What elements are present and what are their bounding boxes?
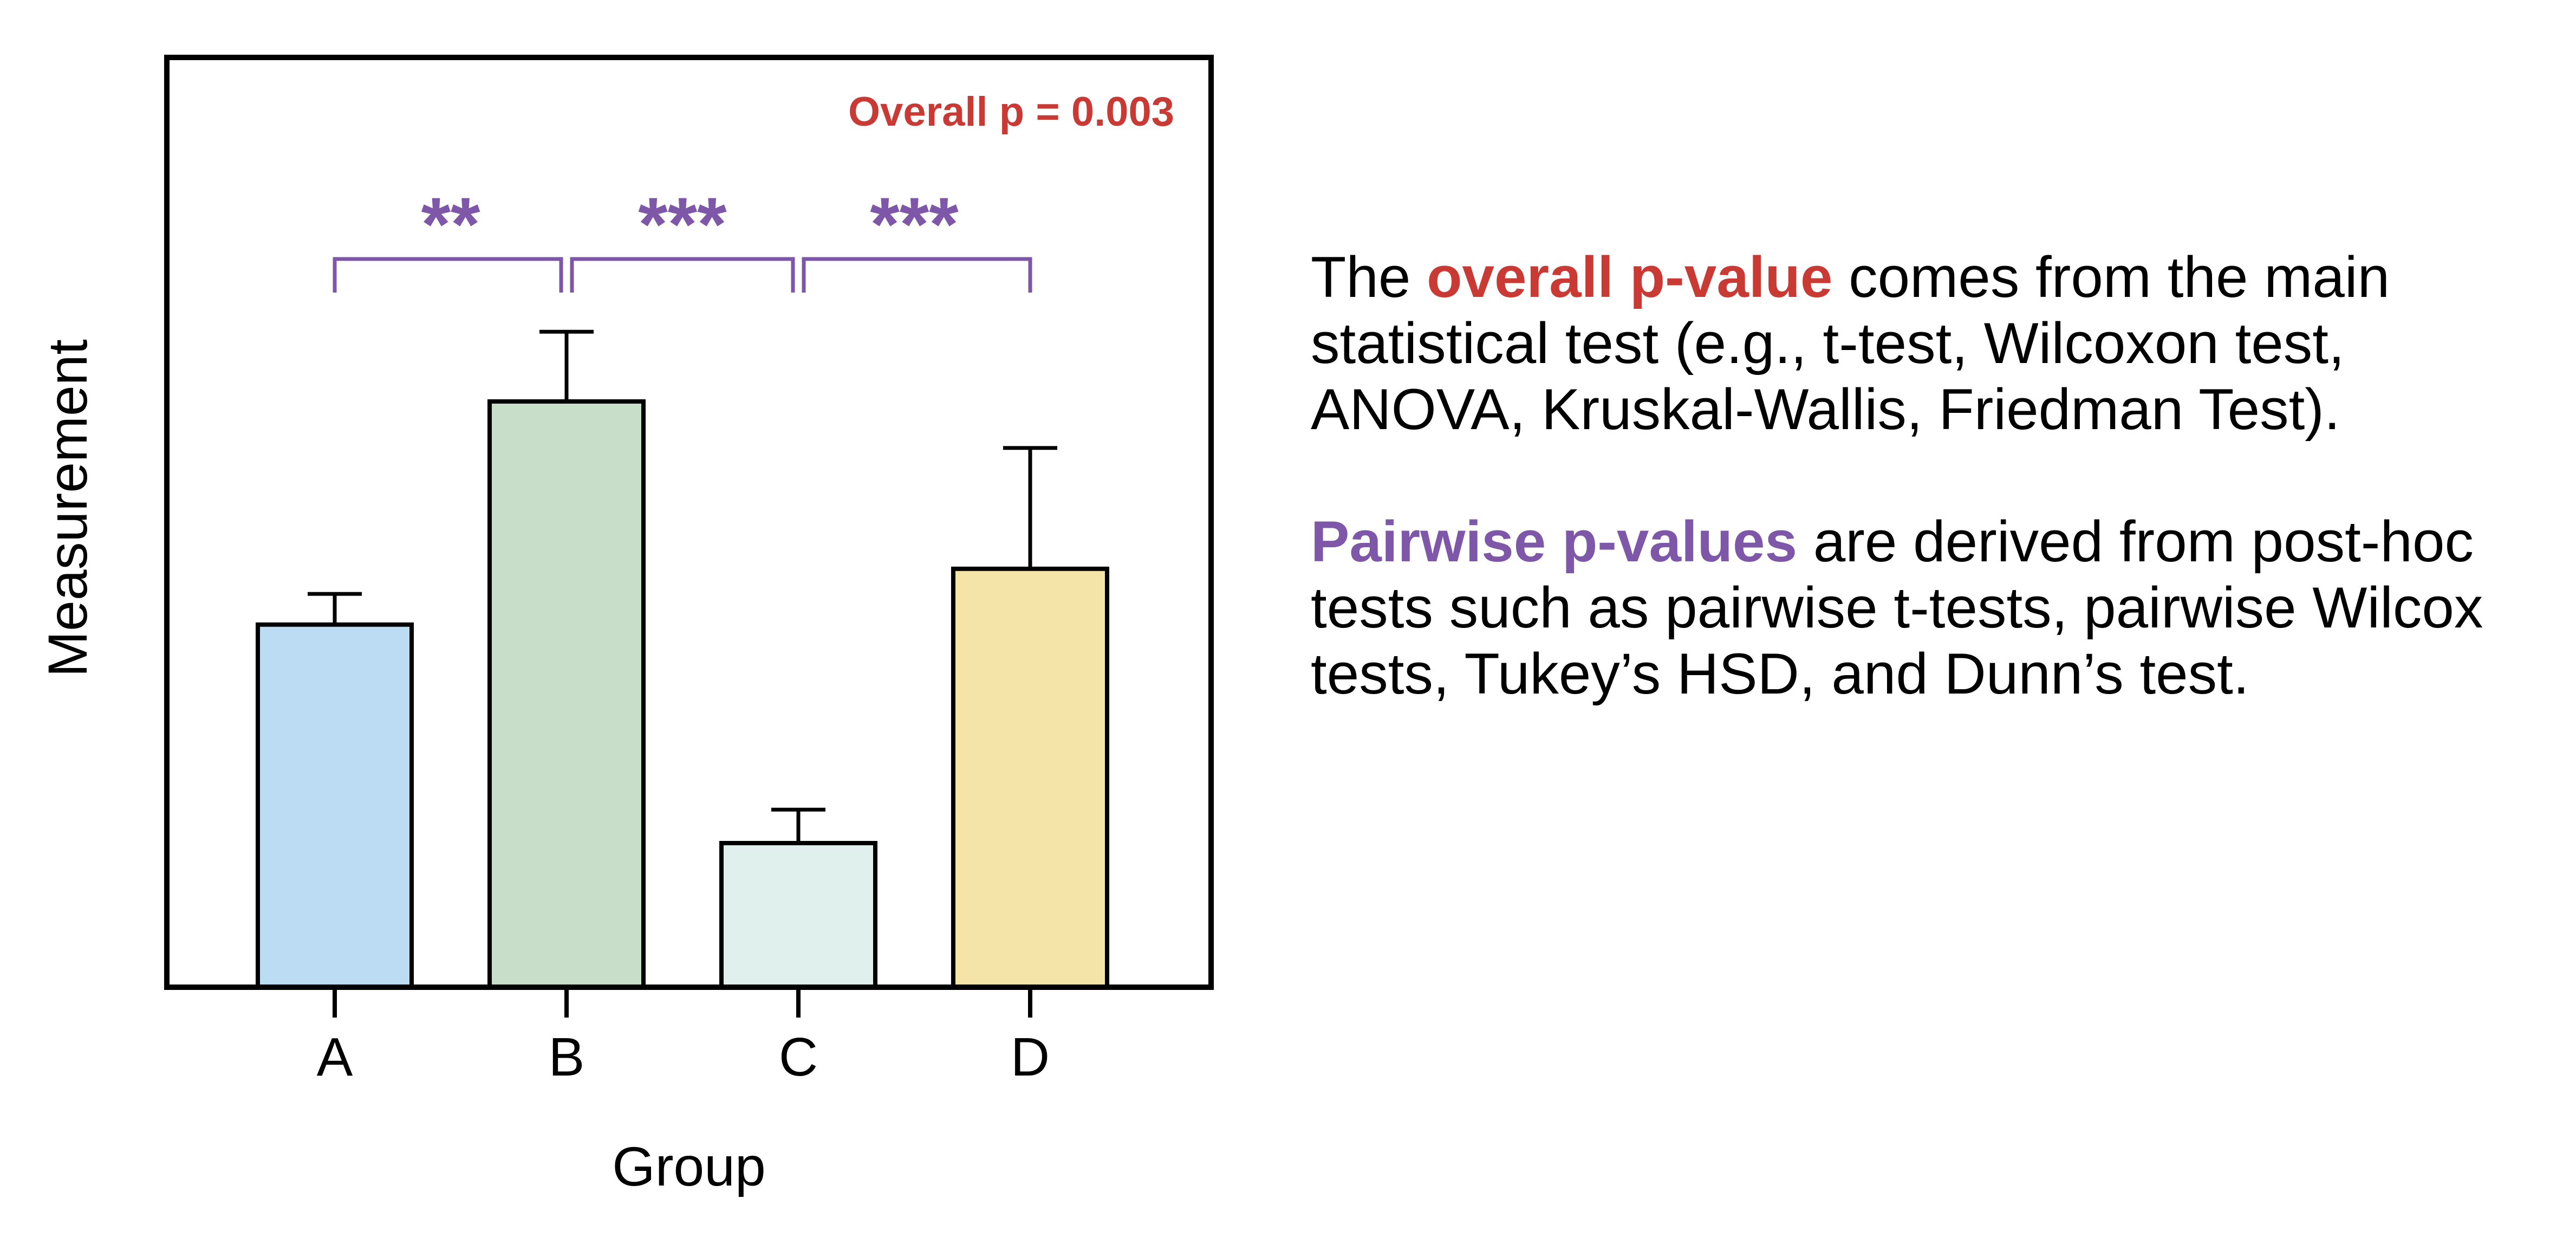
bracket-c-d: [802, 257, 1032, 293]
bar-d: [951, 566, 1109, 990]
overall-p-label: Overall p = 0.003: [848, 89, 1174, 135]
explanation-panel: The overall p-value comes from the main …: [1311, 244, 2557, 773]
overall-p-explanation: The overall p-value comes from the main …: [1311, 244, 2557, 442]
plot-frame: [164, 55, 1214, 990]
x-ticks-layer: A B C D: [317, 987, 1050, 1087]
x-tick-label-b: B: [549, 1027, 585, 1087]
bar-c: [719, 841, 877, 990]
bars-layer: [256, 399, 1109, 990]
y-axis-title: Measurement: [37, 339, 99, 677]
error-bars-layer: [308, 329, 1057, 844]
bar-b: [487, 399, 646, 989]
x-tick-label-d: D: [1011, 1027, 1050, 1087]
bar-a: [256, 622, 414, 989]
bracket-b-c: [570, 257, 795, 293]
x-axis-title: Group: [612, 1136, 766, 1197]
x-tick-label-a: A: [317, 1027, 353, 1087]
p1-after: comes from the main statistical test (e.…: [1311, 244, 2390, 442]
pairwise-p-highlight: Pairwise p-values: [1311, 509, 1798, 574]
significance-label-b-c: ***: [638, 182, 727, 267]
bracket-a-b: [333, 257, 563, 293]
significance-brackets-layer: ** *** ***: [333, 182, 1032, 293]
significance-label-a-b: **: [421, 182, 480, 267]
p1-before: The: [1311, 244, 1427, 309]
overall-p-highlight: overall p-value: [1427, 244, 1833, 309]
significance-label-c-d: ***: [870, 182, 959, 267]
x-tick-label-c: C: [779, 1027, 818, 1087]
pairwise-p-explanation: Pairwise p-values are derived from post-…: [1311, 508, 2557, 707]
p2-after: are derived from post-hoc tests such as …: [1311, 509, 2483, 706]
